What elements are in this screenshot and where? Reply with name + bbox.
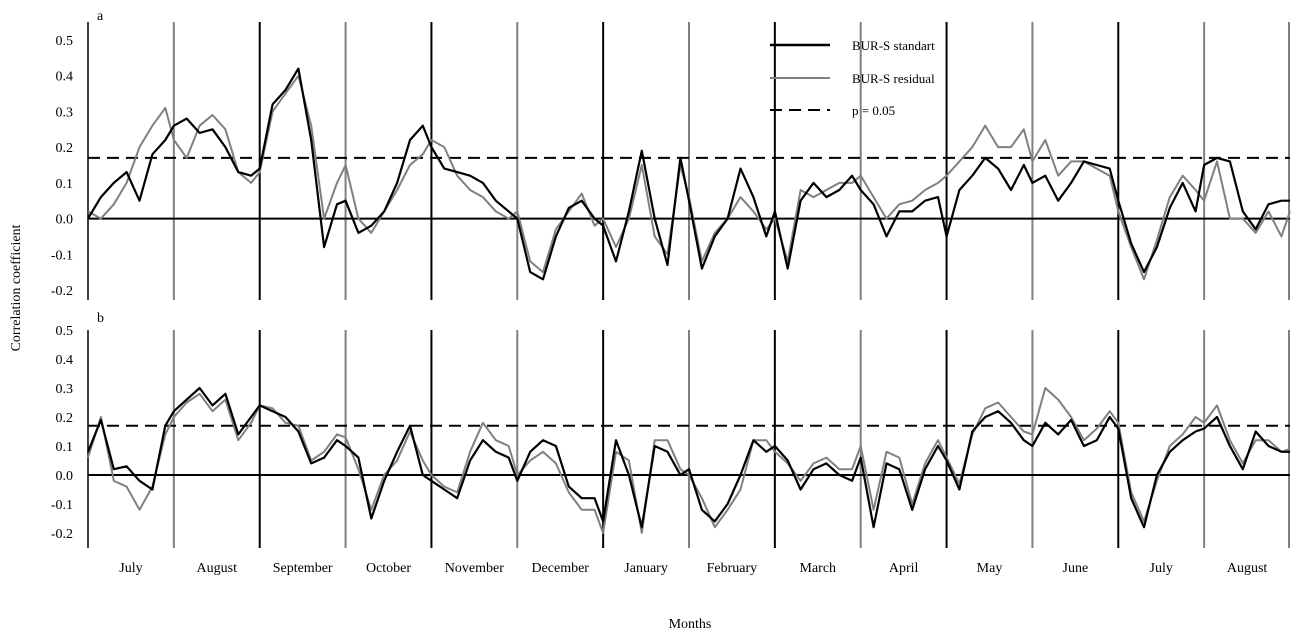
month-label: October bbox=[366, 561, 411, 576]
month-label: July bbox=[1150, 561, 1173, 576]
legend-standard-label: BUR-S standart bbox=[852, 38, 935, 53]
y-tick-label: 0.4 bbox=[56, 353, 74, 368]
month-label: June bbox=[1063, 561, 1089, 576]
series-residual-line-b bbox=[87, 387, 1291, 534]
y-tick-label: 0.0 bbox=[56, 469, 74, 484]
y-axis-label: Correlation coefficient bbox=[9, 224, 24, 351]
y-tick-label: 0.3 bbox=[56, 105, 74, 120]
y-tick-label: -0.2 bbox=[51, 527, 73, 542]
series-layer bbox=[86, 67, 1291, 534]
y-tick-label: -0.2 bbox=[51, 284, 73, 299]
y-tick-label: 0.3 bbox=[56, 382, 74, 397]
y-tick-label: 0.2 bbox=[56, 411, 74, 426]
legend-p-label: p = 0.05 bbox=[852, 103, 895, 118]
month-label: March bbox=[800, 561, 837, 576]
grid-layer bbox=[87, 22, 1290, 548]
legend-residual-label: BUR-S residual bbox=[852, 71, 935, 86]
month-label: September bbox=[273, 561, 333, 576]
month-label: July bbox=[119, 561, 142, 576]
y-tick-label: -0.1 bbox=[51, 248, 73, 263]
text-layer: -0.2 -0.1 0.0 0.1 0.2 0.3 0.4 0.5 -0.2 -0.1 0.0 0.1… bbox=[51, 34, 1268, 576]
month-label: August bbox=[1227, 561, 1268, 576]
y-tick-label: 0.4 bbox=[56, 70, 74, 85]
y-tick-label: 0.0 bbox=[56, 213, 74, 228]
panel-b-label: b bbox=[97, 311, 104, 326]
legend: BUR-S standart BUR-S residual p = 0.05 bbox=[770, 38, 935, 118]
x-axis-label: Months bbox=[669, 617, 712, 632]
y-tick-label: 0.5 bbox=[56, 34, 74, 49]
y-tick-label: -0.1 bbox=[51, 498, 73, 513]
y-tick-label: 0.1 bbox=[56, 440, 74, 455]
month-label: December bbox=[531, 561, 589, 576]
y-tick-label: 0.5 bbox=[56, 324, 74, 339]
panel-a-label: a bbox=[97, 9, 104, 24]
month-label: January bbox=[624, 561, 668, 576]
month-label: May bbox=[977, 561, 1003, 576]
month-label: April bbox=[889, 561, 919, 576]
month-label: November bbox=[445, 561, 504, 576]
y-tick-label: 0.1 bbox=[56, 177, 74, 192]
series-standard-line-a bbox=[87, 67, 1290, 281]
series-standard-line-b bbox=[86, 386, 1290, 529]
y-tick-label: 0.2 bbox=[56, 141, 74, 156]
month-label: February bbox=[707, 561, 758, 576]
month-label: August bbox=[197, 561, 238, 576]
